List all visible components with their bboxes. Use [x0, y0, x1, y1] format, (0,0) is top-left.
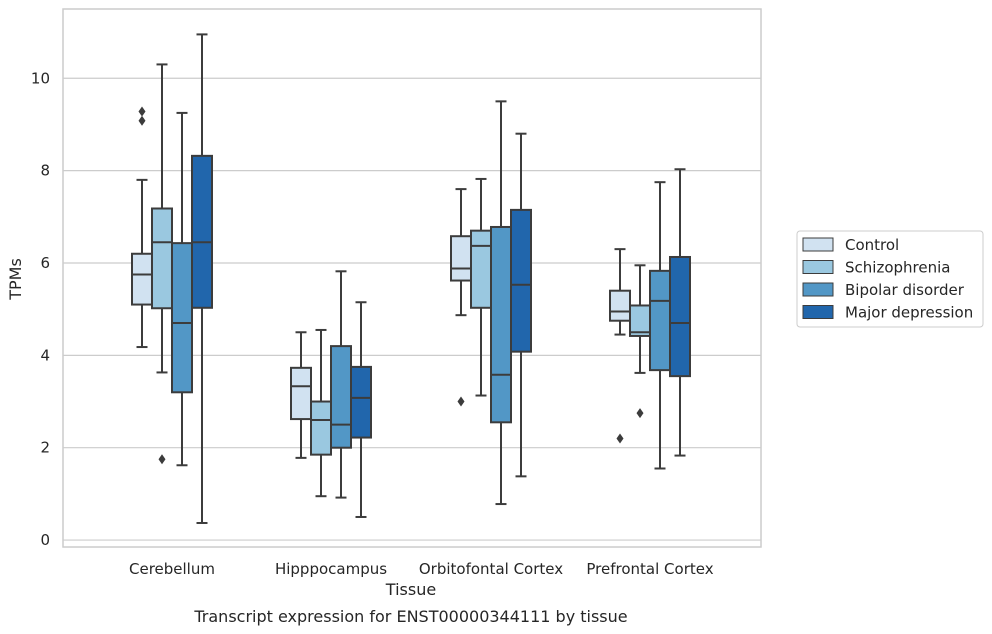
legend-label: Bipolar disorder — [845, 281, 965, 299]
y-tick-label: 4 — [40, 346, 50, 364]
box-1-3 — [629, 264, 651, 419]
legend-swatch — [802, 282, 834, 297]
box-iqr — [131, 252, 153, 306]
legend-swatch — [802, 305, 834, 319]
legend-frame — [796, 230, 984, 328]
legend-label: Schizophrenia — [845, 259, 950, 277]
y-tick-label: 0 — [40, 531, 50, 549]
box-iqr — [151, 207, 173, 310]
box-1-0 — [151, 63, 173, 465]
outlier-point — [138, 115, 146, 126]
box-0-2 — [450, 188, 472, 407]
x-axis-label: Tissue — [385, 580, 436, 599]
box-3-3 — [669, 168, 691, 457]
outlier-point — [616, 433, 624, 444]
box-iqr — [510, 208, 532, 353]
box-0-1 — [290, 331, 312, 459]
box-iqr — [490, 225, 512, 424]
box-iqr — [609, 289, 631, 322]
y-tick-label: 2 — [40, 439, 50, 457]
box-iqr — [171, 242, 193, 394]
y-tick-labels: 0 2 4 6 8 10 — [31, 69, 50, 549]
x-tick-label: Cerebellum — [129, 560, 215, 578]
legend-label: Control — [845, 236, 899, 254]
box-2-3 — [649, 181, 671, 470]
legend-swatch — [802, 237, 834, 252]
box-iqr — [191, 154, 213, 309]
y-axis-label: TPMs — [6, 258, 25, 301]
x-tick-labels: Cerebellum Hipppocampus Orbitofontal Corte… — [129, 560, 714, 578]
x-tick-label: Orbitofontal Cortex — [419, 560, 563, 578]
box-iqr — [649, 269, 671, 372]
box-2-0 — [171, 111, 193, 467]
box-3-0 — [191, 33, 213, 524]
box-1-2 — [470, 177, 492, 397]
outlier-point — [636, 408, 644, 419]
box-iqr — [669, 255, 691, 378]
box-iqr — [290, 366, 312, 421]
outlier-point — [138, 106, 146, 117]
box-0-0 — [131, 106, 153, 349]
box-0-3 — [609, 248, 631, 444]
box-iqr — [330, 345, 352, 449]
y-tick-label: 6 — [40, 254, 50, 272]
x-tick-label: Hipppocampus — [275, 560, 387, 578]
legend-swatch — [802, 260, 834, 274]
outlier-point — [158, 454, 166, 465]
box-2-2 — [490, 100, 512, 506]
outlier-point — [457, 396, 465, 407]
x-tick-label: Prefrontal Cortex — [586, 560, 713, 578]
chart-caption: Transcript expression for ENST0000034411… — [193, 607, 627, 626]
box-3-2 — [510, 132, 532, 478]
y-tick-label: 8 — [40, 162, 50, 180]
box-plot-series — [131, 33, 691, 524]
y-tick-label: 10 — [31, 69, 50, 87]
box-iqr — [310, 400, 332, 456]
box-2-1 — [330, 270, 352, 499]
box-iqr — [450, 235, 472, 282]
legend-label: Major depression — [845, 304, 973, 322]
plot-frame — [62, 8, 762, 548]
box-iqr — [350, 365, 372, 439]
box-iqr — [470, 229, 492, 309]
legend: Control Schizophrenia Bipolar disorder Majo… — [796, 230, 984, 328]
box-3-1 — [350, 301, 372, 518]
